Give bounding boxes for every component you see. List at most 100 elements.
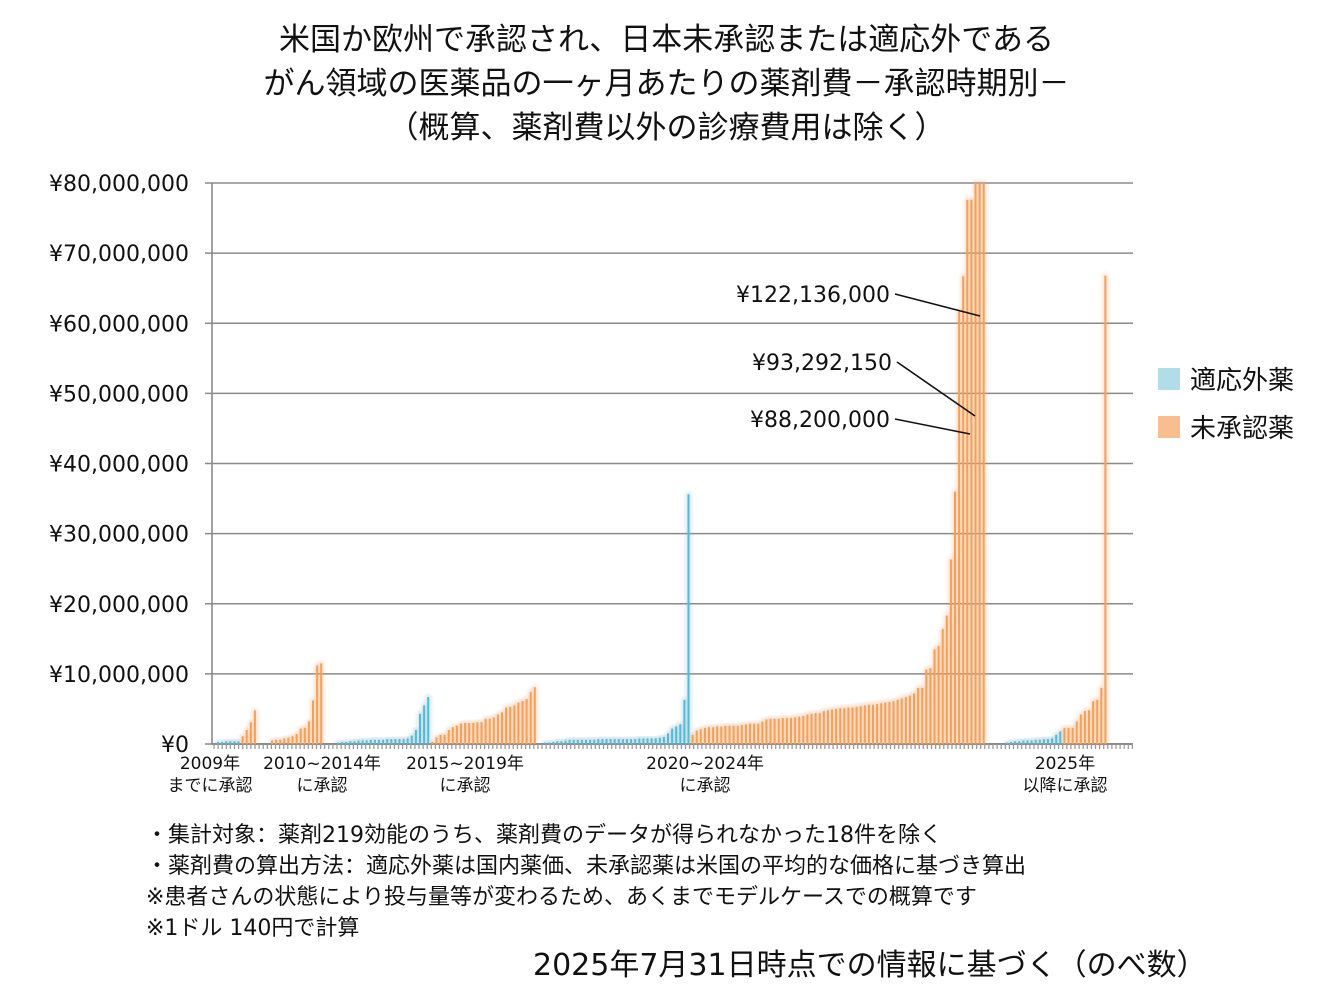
bar — [1088, 710, 1090, 744]
bar — [785, 718, 788, 744]
bar — [552, 741, 555, 744]
annotation-label-1: ¥122,136,000 — [736, 283, 890, 308]
bar — [394, 739, 397, 744]
bar-glow — [335, 740, 341, 744]
x-group-label: に承認 — [297, 776, 348, 796]
bar — [460, 723, 462, 744]
bar — [1092, 701, 1095, 744]
bar — [634, 739, 637, 744]
bar — [1014, 741, 1017, 744]
bar — [839, 708, 842, 744]
bar — [464, 722, 467, 744]
bar — [361, 740, 364, 744]
bar — [271, 740, 273, 744]
bar — [683, 699, 686, 744]
bar — [675, 726, 678, 744]
footer-note: 2025年7月31日時点での情報に基づく（のべ数） — [533, 948, 1207, 983]
bar — [1055, 734, 1058, 744]
bar — [712, 727, 715, 744]
bar — [241, 736, 244, 744]
bar — [716, 726, 719, 744]
bar — [843, 708, 846, 744]
bar — [1030, 740, 1033, 744]
bar — [978, 183, 981, 744]
bar — [423, 705, 426, 744]
bar — [835, 708, 838, 744]
bar — [913, 693, 915, 744]
bar — [299, 728, 302, 744]
bar — [1083, 711, 1086, 744]
bar — [642, 738, 645, 744]
bar — [419, 713, 421, 744]
bar — [275, 739, 278, 744]
bar — [496, 714, 499, 744]
bar — [221, 741, 224, 744]
bar — [373, 739, 376, 744]
bar — [941, 628, 944, 744]
bar — [937, 645, 940, 744]
bar — [876, 704, 879, 744]
bar — [863, 705, 866, 744]
x-group-label: に承認 — [680, 776, 731, 796]
bar — [382, 739, 385, 744]
bar — [568, 739, 571, 744]
bar — [307, 721, 310, 744]
bar — [291, 736, 294, 744]
bar — [954, 491, 956, 744]
note-1: ・集計対象：薬剤219効能のうち、薬剤費のデータが得られなかった18件を除く — [146, 823, 942, 848]
bar — [410, 735, 413, 744]
bar — [773, 718, 776, 744]
bar — [217, 741, 219, 744]
bar — [279, 739, 282, 744]
bar — [777, 718, 780, 744]
bar — [1067, 727, 1070, 744]
bar — [699, 729, 702, 744]
bar — [349, 741, 352, 744]
bar — [406, 738, 409, 744]
bar — [695, 730, 698, 744]
bar — [617, 739, 620, 744]
bar — [847, 707, 850, 744]
y-tick-label: ¥30,000,000 — [49, 523, 189, 548]
bar — [859, 706, 862, 744]
bar — [480, 722, 483, 744]
bar — [1034, 739, 1037, 744]
x-group-label: 2010~2014年 — [263, 754, 381, 774]
bar — [1006, 742, 1008, 744]
bar — [732, 725, 735, 744]
bar — [855, 706, 858, 744]
bar-glow — [546, 740, 552, 744]
bar — [572, 739, 575, 744]
note-2: ・薬剤費の算出方法：適応外薬は国内薬価、未承認薬は米国の平均的な価格に基づき算出 — [146, 854, 1027, 879]
bar — [513, 705, 516, 744]
bar — [917, 687, 920, 744]
bar — [476, 722, 479, 744]
bar — [1051, 738, 1054, 744]
bar — [753, 723, 756, 744]
bar — [720, 726, 723, 744]
bar — [345, 741, 348, 744]
bar — [908, 695, 911, 744]
bar-glow — [1004, 740, 1010, 744]
bar — [1042, 739, 1045, 744]
bar — [484, 718, 487, 744]
bar — [589, 739, 592, 744]
bar — [253, 710, 256, 744]
bar — [1038, 739, 1041, 744]
bar — [287, 737, 290, 744]
bar — [316, 665, 319, 744]
x-group-label: 2009年 — [180, 754, 240, 774]
bar — [925, 669, 928, 744]
legend-item-off-label: 適応外薬 — [1158, 360, 1294, 397]
bar — [402, 739, 405, 744]
bar — [798, 716, 801, 744]
bar — [357, 740, 360, 744]
bar — [687, 494, 690, 744]
x-group-label: 2025年 — [1035, 754, 1095, 774]
bar — [585, 739, 587, 744]
bar — [638, 738, 641, 744]
bar — [1018, 741, 1021, 744]
annotation-leader-3 — [894, 418, 971, 435]
legend-item-unapproved: 未承認薬 — [1158, 408, 1294, 445]
bar — [398, 739, 401, 744]
